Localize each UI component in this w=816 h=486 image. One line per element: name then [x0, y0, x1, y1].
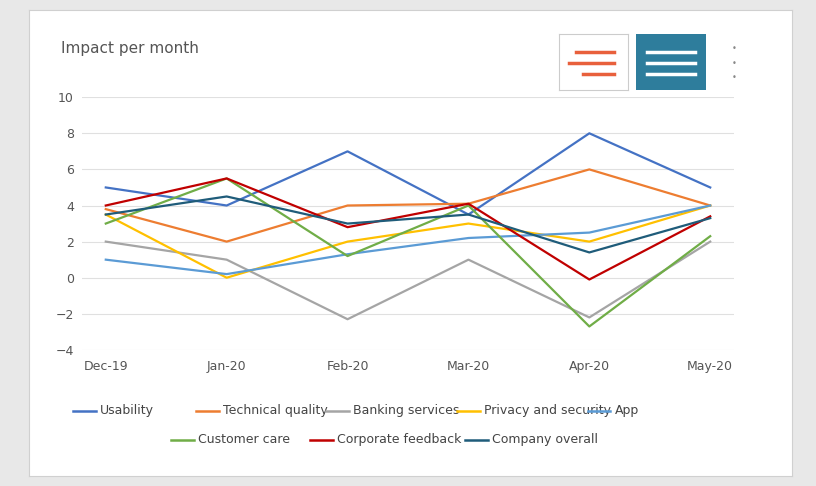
Text: Usability: Usability [100, 404, 154, 417]
Text: Corporate feedback: Corporate feedback [337, 434, 461, 446]
Text: Impact per month: Impact per month [61, 41, 199, 56]
Text: •
•
•: • • • [732, 44, 737, 82]
Text: App: App [614, 404, 639, 417]
Text: Company overall: Company overall [492, 434, 598, 446]
Text: Technical quality: Technical quality [223, 404, 327, 417]
Text: Privacy and security: Privacy and security [484, 404, 611, 417]
Text: Customer care: Customer care [198, 434, 290, 446]
Text: Banking services: Banking services [353, 404, 459, 417]
